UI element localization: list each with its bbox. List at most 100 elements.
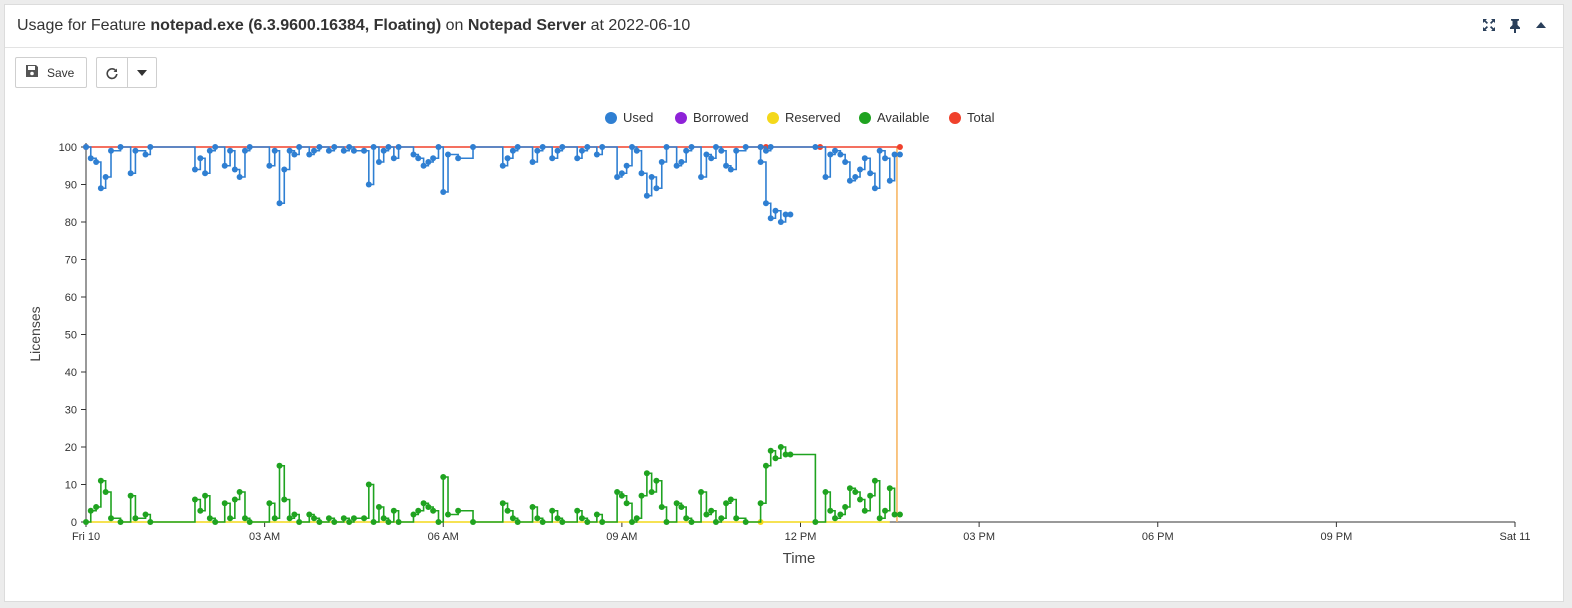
legend-label-reserved: Reserved (785, 110, 841, 125)
used-series-point (361, 147, 368, 154)
available-series-point (435, 519, 442, 525)
available-series-point (291, 511, 298, 518)
used-series-point (861, 155, 868, 162)
pin-icon[interactable] (1507, 17, 1523, 33)
used-series-point (281, 166, 288, 173)
feature-name: notepad.exe (6.3.9600.16384, Floating) (150, 17, 442, 34)
available-series-point (514, 519, 521, 525)
used-series-point (549, 155, 556, 162)
available-series-point (871, 477, 878, 484)
used-series-point (812, 144, 819, 150)
used-series-point (708, 155, 715, 162)
available-series-point (350, 515, 357, 522)
refresh-icon (106, 67, 118, 79)
used-series-point (584, 144, 591, 150)
used-series-point (574, 155, 581, 162)
available-series-point (306, 511, 313, 518)
available-series-point (534, 515, 541, 522)
available-series-point (346, 519, 353, 525)
available-series-point (246, 519, 253, 525)
used-series-point (147, 144, 154, 150)
used-series-point (331, 144, 338, 150)
x-tick-label: 06 PM (1142, 531, 1174, 543)
used-series-point (435, 144, 442, 150)
available-series-point (93, 504, 100, 510)
available-series-point (578, 515, 585, 522)
refresh-button[interactable] (97, 58, 127, 87)
used-series-point (375, 159, 382, 165)
available-series-point (857, 496, 864, 503)
available-series-point (241, 515, 248, 522)
used-series-point (271, 147, 278, 154)
used-series-point (782, 211, 789, 218)
y-tick-label: 50 (65, 330, 77, 342)
used-series-point (440, 189, 447, 195)
used-series-point (346, 144, 353, 150)
used-series-point (296, 144, 303, 150)
used-series-point (733, 147, 740, 154)
available-series-point (425, 504, 432, 510)
used-series-point (529, 159, 536, 165)
expand-icon[interactable] (1481, 17, 1497, 33)
used-series-point (757, 144, 764, 150)
used-series-point (470, 144, 477, 150)
available-series-point (231, 496, 238, 503)
available-series-point (365, 481, 372, 488)
header-icons (1481, 17, 1549, 33)
collapse-icon[interactable] (1533, 17, 1549, 33)
used-series-point (638, 170, 645, 177)
used-series-point (891, 151, 898, 158)
used-series-point (102, 174, 109, 180)
save-button[interactable]: Save (15, 57, 88, 88)
y-tick-label: 80 (65, 217, 77, 229)
used-series-point (410, 151, 417, 158)
used-series-point (852, 174, 859, 180)
used-series-point (827, 151, 834, 158)
available-series-point (861, 507, 868, 514)
y-tick-label: 10 (65, 480, 77, 492)
x-tick-label: Sat 11 (1500, 531, 1531, 543)
used-series-point (698, 174, 705, 180)
used-series-point (593, 151, 600, 158)
available-series-point (574, 507, 581, 514)
used-series-point (678, 159, 685, 165)
usage-panel: Usage for Feature notepad.exe (6.3.9600.… (4, 4, 1564, 602)
y-tick-label: 100 (59, 142, 77, 154)
used-series-point (757, 159, 764, 165)
available-series-point (767, 447, 774, 454)
used-series-point (246, 144, 253, 150)
available-series-point (827, 507, 834, 514)
used-series-point (822, 174, 829, 180)
available-series-point (97, 477, 104, 484)
used-series-point (688, 144, 695, 150)
used-series-point (430, 155, 437, 162)
available-series-point (584, 519, 591, 525)
x-tick-label: 09 AM (606, 531, 637, 543)
available-series-point (762, 462, 769, 469)
available-series-point (191, 496, 198, 503)
used-series-point (882, 155, 889, 162)
refresh-options-dropdown[interactable] (127, 58, 156, 87)
available-series-point (891, 511, 898, 518)
used-series-point (455, 155, 462, 162)
y-axis-title: Licenses (27, 306, 43, 361)
used-series-point (241, 147, 248, 154)
used-series-point (306, 151, 313, 158)
available-series-point (718, 515, 725, 522)
available-series-point (375, 504, 382, 510)
used-series-point (857, 166, 864, 173)
used-series-point (266, 162, 273, 169)
legend-label-available: Available (877, 110, 930, 125)
available-series-point (276, 462, 283, 469)
used-series-point (415, 155, 422, 162)
used-series-point (380, 147, 387, 154)
available-series-point (593, 511, 600, 518)
used-series-point (623, 162, 630, 169)
available-series-point (206, 515, 213, 522)
available-series-point (197, 507, 204, 514)
used-series-point (445, 151, 452, 158)
used-series-point (132, 147, 139, 154)
save-label: Save (47, 65, 75, 80)
used-series-point (653, 185, 660, 192)
